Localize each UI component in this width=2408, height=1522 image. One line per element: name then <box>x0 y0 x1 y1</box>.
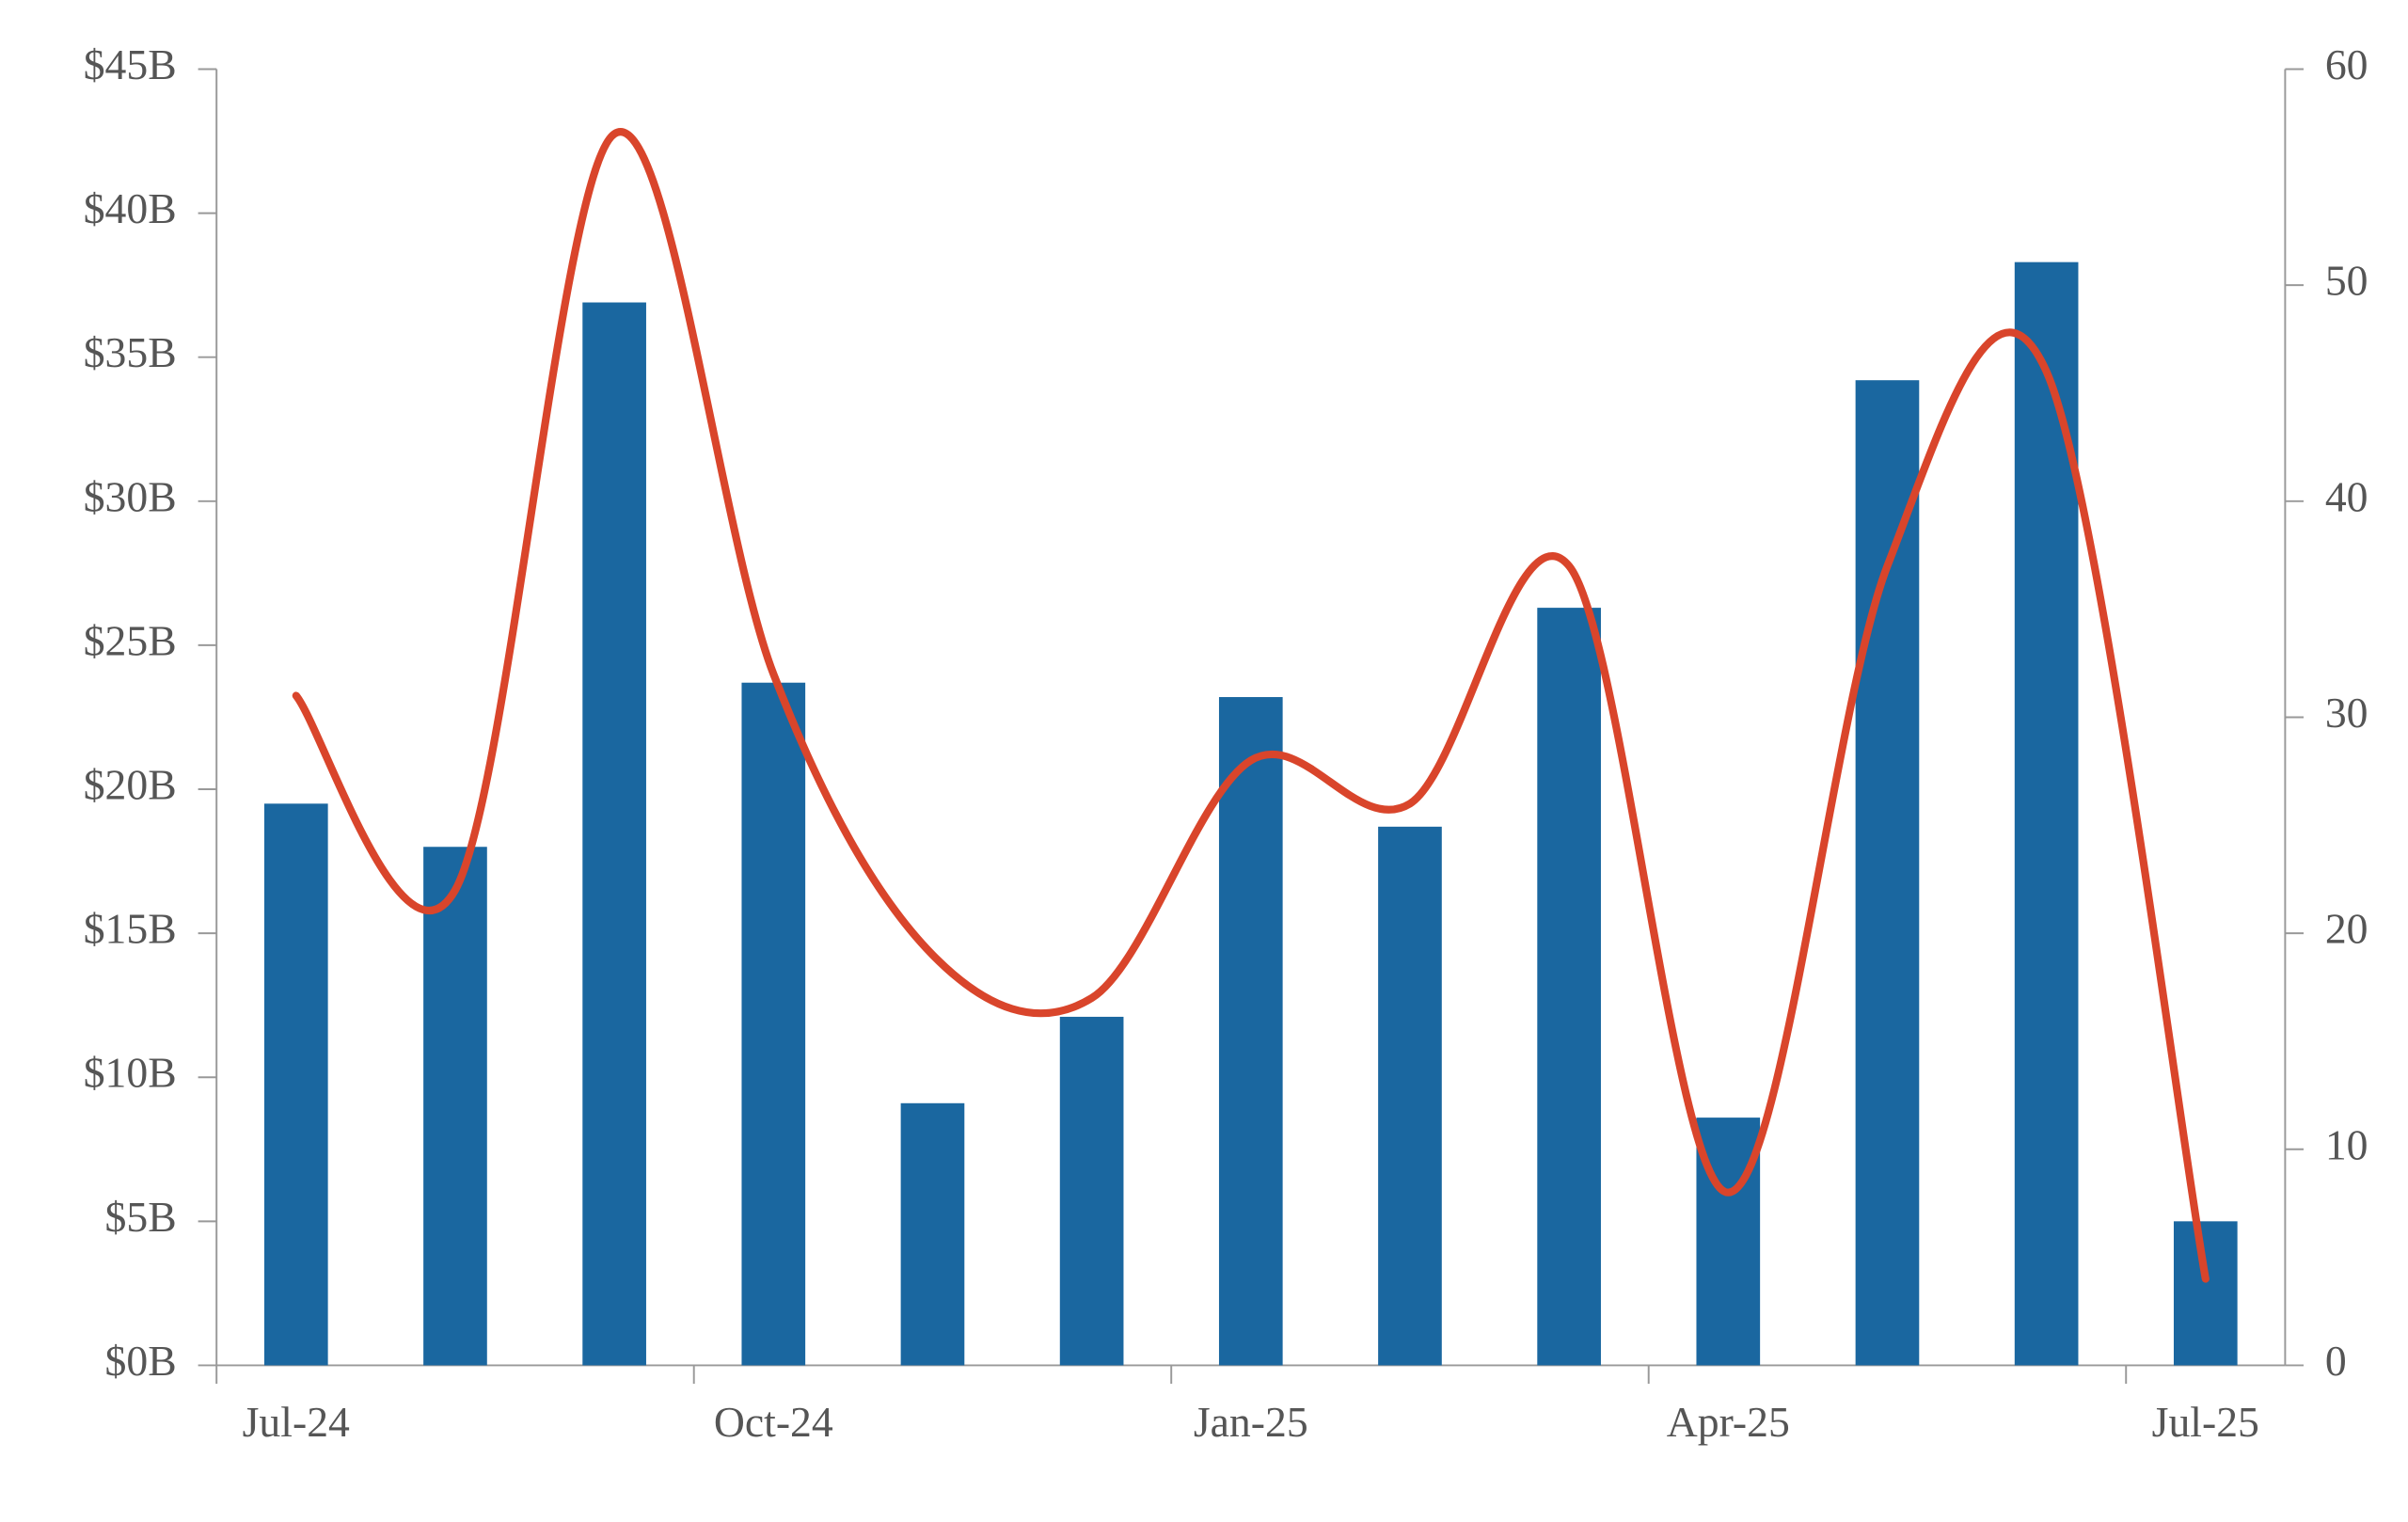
x-tick-label: Jan-25 <box>1194 1398 1308 1446</box>
y2-tick-label: 10 <box>2325 1120 2368 1168</box>
y-tick-label: $5B <box>105 1193 177 1241</box>
y2-tick-label: 30 <box>2325 689 2368 737</box>
y2-tick-label: 0 <box>2325 1337 2347 1385</box>
y-tick-label: $20B <box>84 761 177 809</box>
bar <box>1378 826 1442 1366</box>
y-tick-label: $30B <box>84 472 177 520</box>
y-tick-label: $35B <box>84 328 177 376</box>
line <box>292 128 2210 1283</box>
x-tick-label: Oct-24 <box>714 1398 833 1446</box>
bar <box>582 302 646 1366</box>
x-tick-label: Apr-25 <box>1667 1398 1790 1446</box>
y-tick-label: $40B <box>84 184 177 232</box>
y2-tick-label: 50 <box>2325 257 2368 305</box>
bar <box>1218 697 1283 1366</box>
bar <box>423 847 487 1366</box>
bar <box>1537 608 1601 1366</box>
y2-tick-label: 60 <box>2325 40 2368 88</box>
y-tick-label: $10B <box>84 1049 177 1097</box>
x-tick-label: Jul-25 <box>2152 1398 2259 1446</box>
bar <box>2014 262 2079 1366</box>
bar <box>1855 380 1920 1366</box>
y2-tick-label: 40 <box>2325 472 2368 520</box>
bar <box>263 803 328 1366</box>
y-tick-label: $0B <box>105 1337 177 1385</box>
x-tick-label: Jul-24 <box>243 1398 350 1446</box>
y-tick-label: $15B <box>84 905 177 953</box>
y-tick-label: $45B <box>84 40 177 88</box>
bar <box>741 682 806 1366</box>
y-tick-label: $25B <box>84 616 177 664</box>
bar <box>900 1102 965 1366</box>
bar <box>1059 1016 1124 1366</box>
bar <box>2173 1221 2238 1366</box>
y2-tick-label: 20 <box>2325 905 2368 953</box>
